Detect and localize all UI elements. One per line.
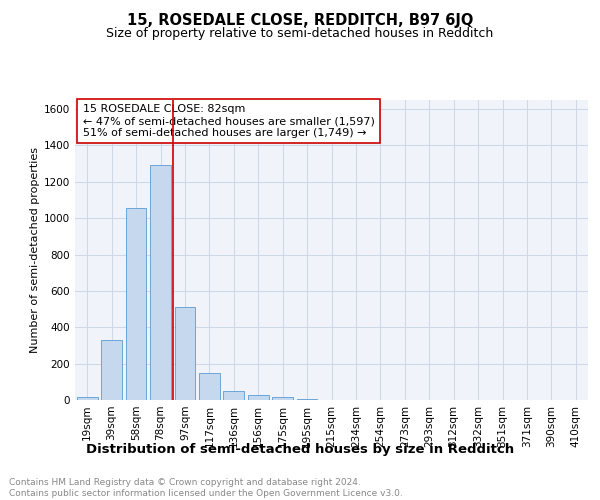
Bar (175, 308, 196, 400)
Text: Size of property relative to semi-detached houses in Redditch: Size of property relative to semi-detach… (106, 28, 494, 40)
Bar (199, 373, 220, 400)
Text: Contains HM Land Registry data © Crown copyright and database right 2024.
Contai: Contains HM Land Registry data © Crown c… (9, 478, 403, 498)
Bar (77, 398, 98, 400)
Bar (296, 398, 317, 400)
Text: 15 ROSEDALE CLOSE: 82sqm
← 47% of semi-detached houses are smaller (1,597)
51% o: 15 ROSEDALE CLOSE: 82sqm ← 47% of semi-d… (83, 104, 374, 138)
Text: 15, ROSEDALE CLOSE, REDDITCH, B97 6JQ: 15, ROSEDALE CLOSE, REDDITCH, B97 6JQ (127, 12, 473, 28)
Bar (101, 340, 122, 400)
Bar (223, 392, 244, 400)
Bar (248, 396, 269, 400)
Bar (125, 208, 146, 400)
Bar (272, 398, 293, 400)
Y-axis label: Number of semi-detached properties: Number of semi-detached properties (30, 147, 40, 353)
Bar (150, 166, 171, 400)
Text: Distribution of semi-detached houses by size in Redditch: Distribution of semi-detached houses by … (86, 442, 514, 456)
